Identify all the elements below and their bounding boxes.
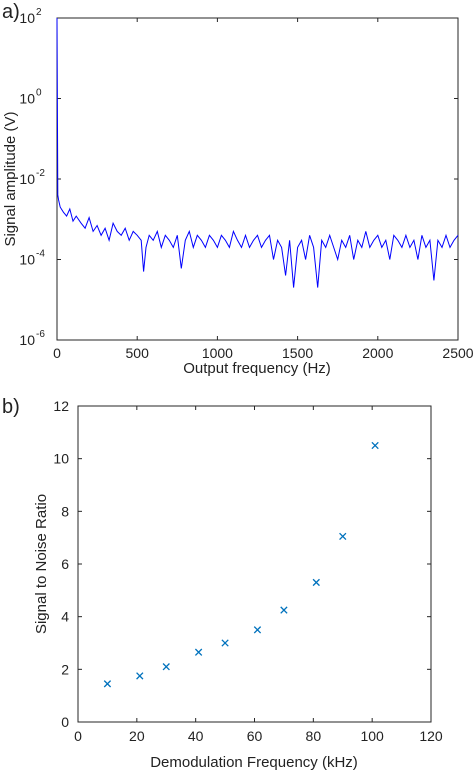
chart-a-series-line — [56, 17, 459, 288]
chart-a-y-tick-label: 10 — [19, 332, 35, 348]
chart-b-y-axis-label: Signal to Noise Ratio — [33, 494, 50, 634]
chart-b-x-axis-label: Demodulation Frequency (kHz) — [150, 754, 358, 771]
chart-a-y-tick-label: 10 — [19, 91, 35, 107]
chart-b-x-tick-label: 20 — [129, 728, 145, 744]
chart-a-x-tick-label: 2500 — [442, 345, 473, 361]
chart-a-y-tick-label: 10 — [19, 10, 35, 26]
chart-b-x-ticks: 0 20 40 60 80 100 120 — [74, 406, 443, 744]
chart-b-point — [221, 639, 229, 647]
chart-b: b) 0 20 40 60 80 100 120 0 2 4 6 8 10 12 Demodulatio… — [2, 396, 443, 771]
chart-b-y-tick-label: 8 — [61, 503, 69, 519]
chart-a-x-tick-label: 500 — [126, 345, 150, 361]
chart-b-y-tick-label: 12 — [53, 398, 69, 414]
chart-b-point — [136, 672, 144, 680]
chart-b-point — [371, 441, 379, 450]
chart-b-x-tick-label: 120 — [419, 728, 443, 744]
chart-a-x-axis-label: Output frequency (Hz) — [183, 360, 331, 377]
chart-b-point — [253, 626, 262, 634]
chart-a-y-tick-exponent: -4 — [36, 249, 45, 260]
chart-a-plot-area — [56, 17, 459, 341]
chart-b-point — [312, 578, 320, 587]
chart-b-y-tick-label: 0 — [61, 714, 69, 730]
chart-a-y-axis-label: Signal amplitude (V) — [2, 111, 19, 246]
chart-b-x-tick-label: 60 — [247, 728, 263, 744]
chart-a-y-tick-exponent: 0 — [36, 88, 42, 99]
chart-b-x-tick-label: 40 — [188, 728, 204, 744]
chart-b-x-tick-label: 0 — [74, 728, 82, 744]
chart-b-point — [103, 680, 112, 688]
chart-b-point — [280, 606, 288, 614]
chart-b-y-tick-label: 4 — [61, 609, 69, 625]
panel-a-label: a) — [2, 1, 20, 23]
chart-b-point — [339, 532, 347, 541]
chart-a-y-tick-label: 10 — [19, 252, 35, 268]
chart-a-y-tick-label: 10 — [19, 171, 35, 187]
chart-b-x-tick-label: 100 — [360, 728, 384, 744]
panel-b-label: b) — [2, 396, 20, 418]
chart-b-points — [103, 441, 379, 688]
chart-a: a) 0 500 1000 1500 2000 2500 10-610-410-210 01… — [2, 1, 474, 377]
chart-a-x-tick-label: 0 — [53, 345, 61, 361]
chart-a-x-tick-label: 1000 — [202, 345, 233, 361]
chart-b-point — [162, 663, 170, 671]
chart-b-x-tick-label: 80 — [306, 728, 322, 744]
chart-a-x-ticks: 0 500 1000 1500 2000 2500 — [53, 18, 474, 361]
chart-b-y-tick-label: 2 — [61, 661, 69, 677]
chart-a-x-tick-label: 2000 — [362, 345, 393, 361]
chart-a-y-tick-exponent: 2 — [36, 7, 42, 18]
chart-b-point — [194, 648, 203, 656]
chart-a-y-tick-exponent: -6 — [36, 329, 45, 340]
chart-a-y-tick-exponent: -2 — [36, 168, 45, 179]
chart-b-y-tick-label: 6 — [61, 556, 69, 572]
chart-b-y-ticks: 0 2 4 6 8 10 12 — [53, 398, 431, 730]
chart-a-x-tick-label: 1500 — [282, 345, 313, 361]
chart-b-y-tick-label: 10 — [53, 451, 69, 467]
chart-b-plot-area — [77, 405, 432, 723]
